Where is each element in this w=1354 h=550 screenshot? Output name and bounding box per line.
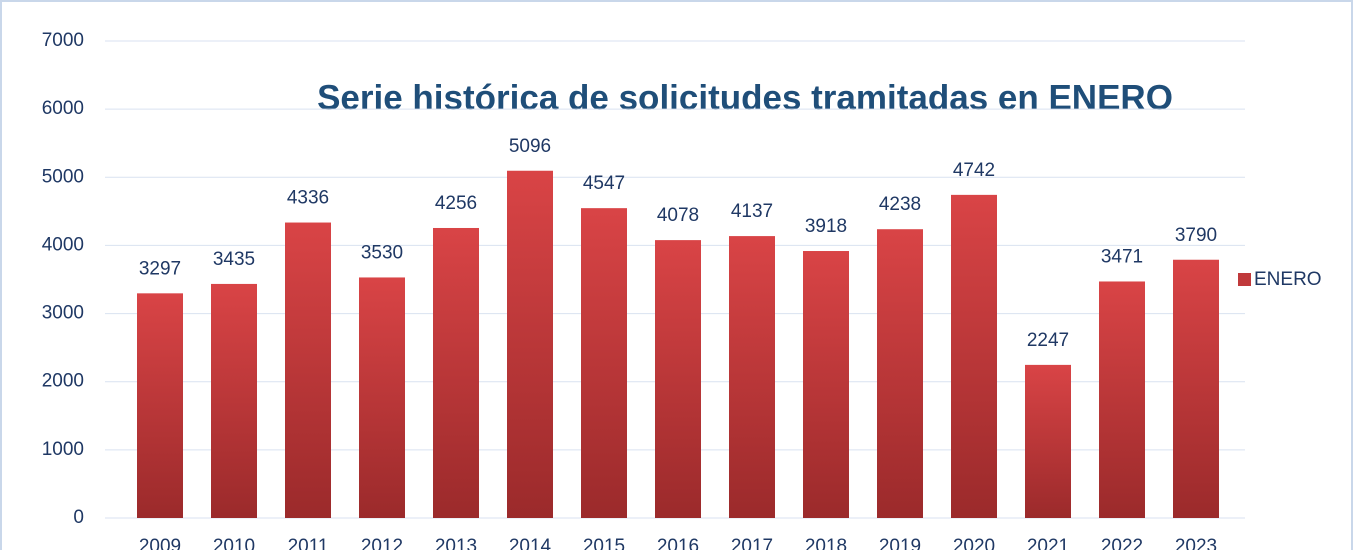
- x-tick-label: 2023: [1175, 536, 1217, 550]
- data-label: 5096: [509, 136, 551, 157]
- x-tick-label: 2022: [1101, 536, 1143, 550]
- y-tick-label: 6000: [42, 98, 84, 119]
- bar: [877, 229, 923, 518]
- x-tick-label: 2012: [361, 536, 403, 550]
- y-tick-label: 0: [73, 507, 84, 528]
- x-tick-label: 2016: [657, 536, 699, 550]
- bar: [729, 236, 775, 518]
- y-tick-label: 5000: [42, 166, 84, 187]
- legend-swatch: [1238, 273, 1251, 286]
- bar: [581, 208, 627, 519]
- y-tick-label: 7000: [42, 30, 84, 51]
- bar: [1025, 364, 1071, 518]
- data-label: 4238: [879, 194, 921, 215]
- bar: [655, 240, 701, 518]
- x-tick-label: 2013: [435, 536, 477, 550]
- x-tick-label: 2014: [509, 536, 552, 550]
- chart-title: Serie histórica de solicitudes tramitada…: [317, 78, 1173, 117]
- data-label: 4256: [435, 193, 477, 214]
- y-tick-label: 2000: [42, 371, 84, 392]
- data-label: 3471: [1101, 246, 1143, 267]
- legend-label: ENERO: [1254, 269, 1322, 290]
- y-tick-label: 4000: [42, 234, 84, 255]
- x-tick-label: 2020: [953, 536, 995, 550]
- bar: [359, 277, 405, 518]
- bar: [803, 251, 849, 518]
- y-tick-label: 3000: [42, 303, 84, 324]
- data-label: 3530: [361, 242, 403, 263]
- x-tick-label: 2017: [731, 536, 773, 550]
- data-label: 3435: [213, 249, 255, 270]
- data-label: 4078: [657, 205, 699, 226]
- bar: [1173, 259, 1219, 518]
- x-tick-label: 2015: [583, 536, 625, 550]
- x-tick-label: 2010: [213, 536, 255, 550]
- x-tick-label: 2009: [139, 536, 181, 550]
- bar: [137, 293, 183, 518]
- x-tick-label: 2011: [288, 536, 329, 550]
- bar: [211, 283, 257, 518]
- data-label: 3790: [1175, 225, 1217, 246]
- data-label: 4336: [287, 188, 329, 209]
- bar: [507, 170, 553, 518]
- bar: [951, 194, 997, 518]
- y-tick-label: 1000: [42, 439, 84, 460]
- bar: [1099, 281, 1145, 518]
- data-label: 2247: [1027, 330, 1069, 351]
- bar: [433, 227, 479, 518]
- bar: [285, 222, 331, 518]
- data-label: 4137: [731, 201, 773, 222]
- data-label: 4742: [953, 160, 995, 181]
- data-label: 3918: [805, 216, 847, 237]
- data-label: 3297: [139, 258, 181, 279]
- x-tick-label: 2019: [879, 536, 921, 550]
- x-tick-label: 2018: [805, 536, 847, 550]
- x-tick-label: 2021: [1027, 536, 1069, 550]
- data-label: 4547: [583, 173, 625, 194]
